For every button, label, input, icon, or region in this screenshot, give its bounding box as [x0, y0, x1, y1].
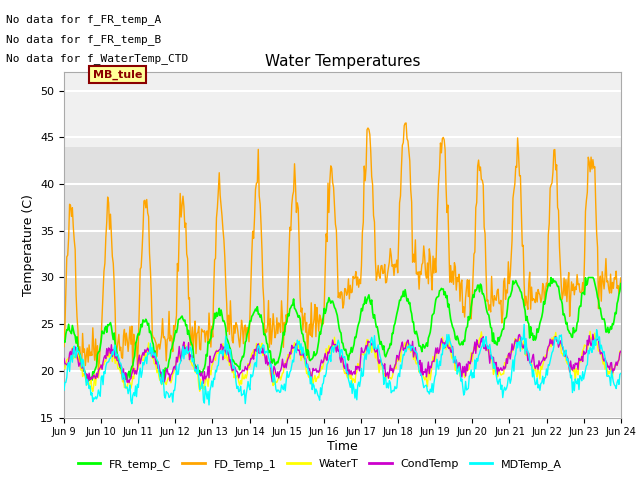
Text: No data for f_FR_temp_A: No data for f_FR_temp_A [6, 14, 162, 25]
X-axis label: Time: Time [327, 440, 358, 453]
Legend: FR_temp_C, FD_Temp_1, WaterT, CondTemp, MDTemp_A: FR_temp_C, FD_Temp_1, WaterT, CondTemp, … [74, 455, 566, 474]
Text: MB_tule: MB_tule [93, 70, 142, 80]
Y-axis label: Temperature (C): Temperature (C) [22, 194, 35, 296]
Bar [64, 147, 621, 371]
Text: No data for f_WaterTemp_CTD: No data for f_WaterTemp_CTD [6, 53, 189, 64]
Title: Water Temperatures: Water Temperatures [265, 54, 420, 70]
Text: No data for f_FR_temp_B: No data for f_FR_temp_B [6, 34, 162, 45]
